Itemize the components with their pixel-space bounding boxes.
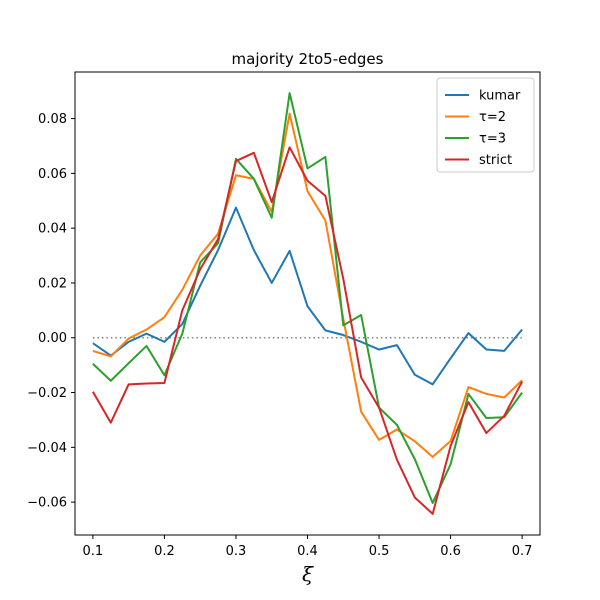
x-tick-label: 0.2 (154, 544, 175, 559)
series-line-strict (92, 146, 524, 515)
x-tick-label: 0.3 (226, 544, 247, 559)
series-line-τ=2 (92, 112, 523, 458)
legend-label: kumar (479, 89, 521, 104)
y-tick-label: −0.06 (27, 496, 67, 511)
x-tick-label: 0.5 (369, 544, 390, 559)
series-line-τ=3 (92, 92, 523, 504)
y-tick-label: 0.06 (38, 167, 67, 182)
x-tick-label: 0.6 (440, 544, 461, 559)
series-line-kumar (92, 206, 523, 386)
x-axis-label: ξ (302, 562, 314, 586)
legend-label: strict (479, 153, 512, 168)
legend-label: τ=3 (479, 132, 506, 147)
legend-label: τ=2 (479, 110, 506, 125)
plot-area: 0.1 0.2 0.3 0.4 0.5 0.6 0.7 −0.06 −0.04 −0.02 0.00… (27, 71, 541, 559)
y-tick-label: 0.02 (38, 276, 67, 291)
chart-title: majority 2to5-edges (232, 50, 384, 68)
x-tick-label: 0.4 (297, 544, 318, 559)
y-tick-label: 0.04 (38, 222, 67, 237)
y-tick-label: 0.00 (38, 331, 67, 346)
y-tick-label: 0.08 (38, 112, 67, 127)
x-tick-label: 0.7 (512, 544, 533, 559)
y-tick-label: −0.04 (27, 441, 67, 456)
y-tick-label: −0.02 (27, 386, 67, 401)
x-tick-label: 0.1 (83, 544, 104, 559)
legend-box (436, 77, 535, 173)
